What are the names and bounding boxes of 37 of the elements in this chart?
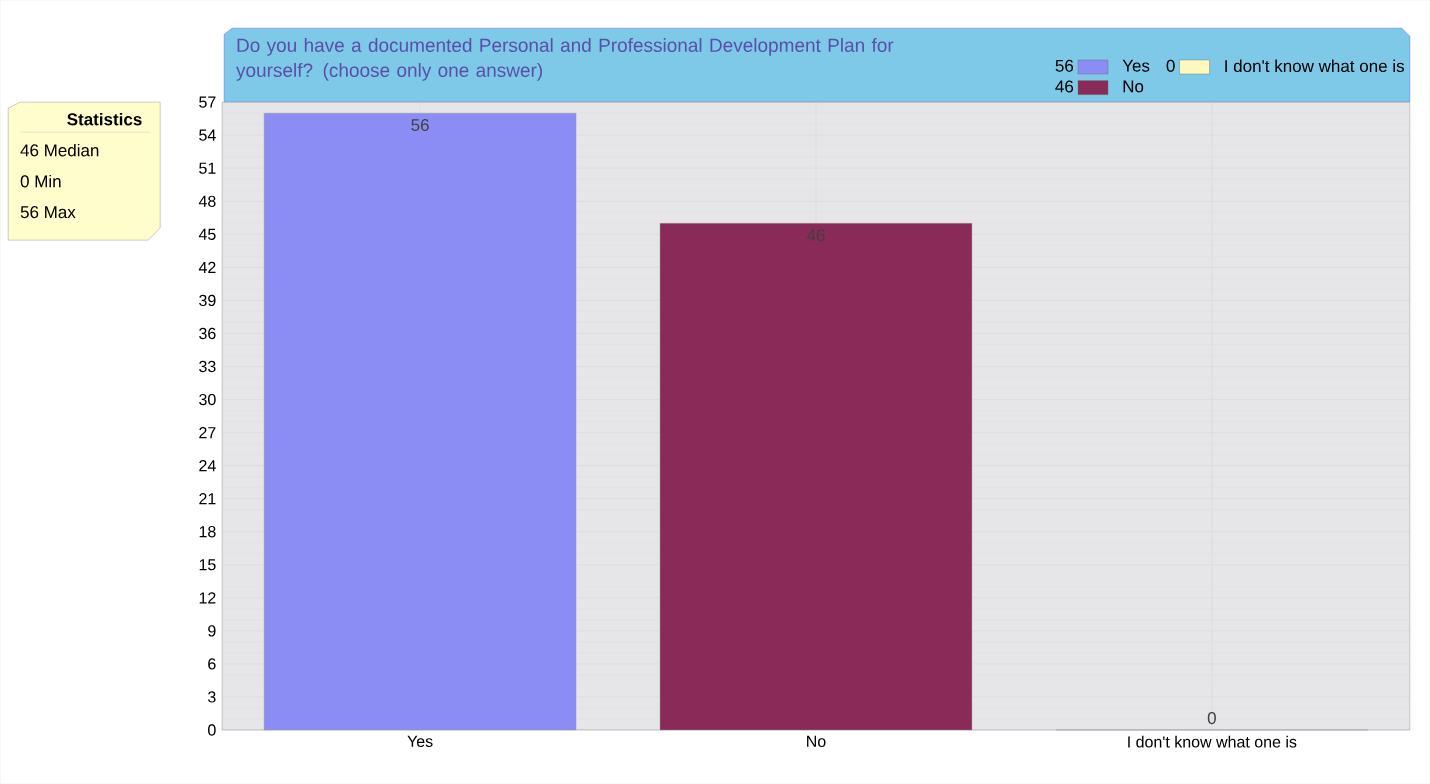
legend-label: No (1123, 80, 1144, 93)
y-tick-label: 3 (208, 691, 216, 703)
y-tick-label: 36 (199, 327, 216, 340)
y-tick-label: 57 (199, 96, 216, 108)
x-tick-label: I don't know what one is (1128, 735, 1297, 748)
y-tick-label: 48 (198, 195, 216, 207)
y-tick-label: 51 (199, 162, 216, 174)
text: 0 (1166, 59, 1175, 72)
x-tick-label: No (807, 735, 826, 747)
legend-label: I don't know what one is (1225, 59, 1404, 72)
y-tick-label: 21 (199, 493, 216, 505)
text: 56 (1055, 59, 1074, 72)
text: 46 (1055, 80, 1074, 93)
y-tick-label: 9 (208, 625, 216, 637)
y-tick-label: 54 (199, 129, 216, 141)
text: 46 Median (20, 143, 99, 157)
text: 56 Max (20, 206, 76, 219)
y-tick-label: 18 (199, 525, 216, 538)
y-tick-label: 45 (198, 228, 216, 240)
y-tick-label: 42 (198, 261, 216, 273)
y-tick-label: 30 (199, 393, 216, 406)
y-tick-label: 12 (199, 592, 216, 604)
y-tick-label: 0 (208, 724, 216, 736)
legend-label: Yes (1122, 59, 1150, 72)
y-tick-label: 39 (199, 294, 216, 306)
y-tick-label: 27 (199, 426, 216, 439)
text: 0 Min (20, 174, 61, 188)
text: Statistics (67, 112, 142, 126)
data-label: 46 (806, 229, 825, 242)
y-tick-label: 15 (199, 559, 216, 571)
x-tick-label: Yes (407, 735, 433, 747)
chart-title: Do you have a documented Personal and Professional Development Plan for yourself? (choose only one answer) (236, 37, 894, 81)
data-label: 0 (1207, 712, 1216, 725)
y-tick-label: 24 (199, 459, 216, 472)
y-tick-label: 33 (199, 360, 216, 373)
y-tick-label: 6 (208, 658, 216, 670)
data-label: 56 (411, 118, 429, 131)
